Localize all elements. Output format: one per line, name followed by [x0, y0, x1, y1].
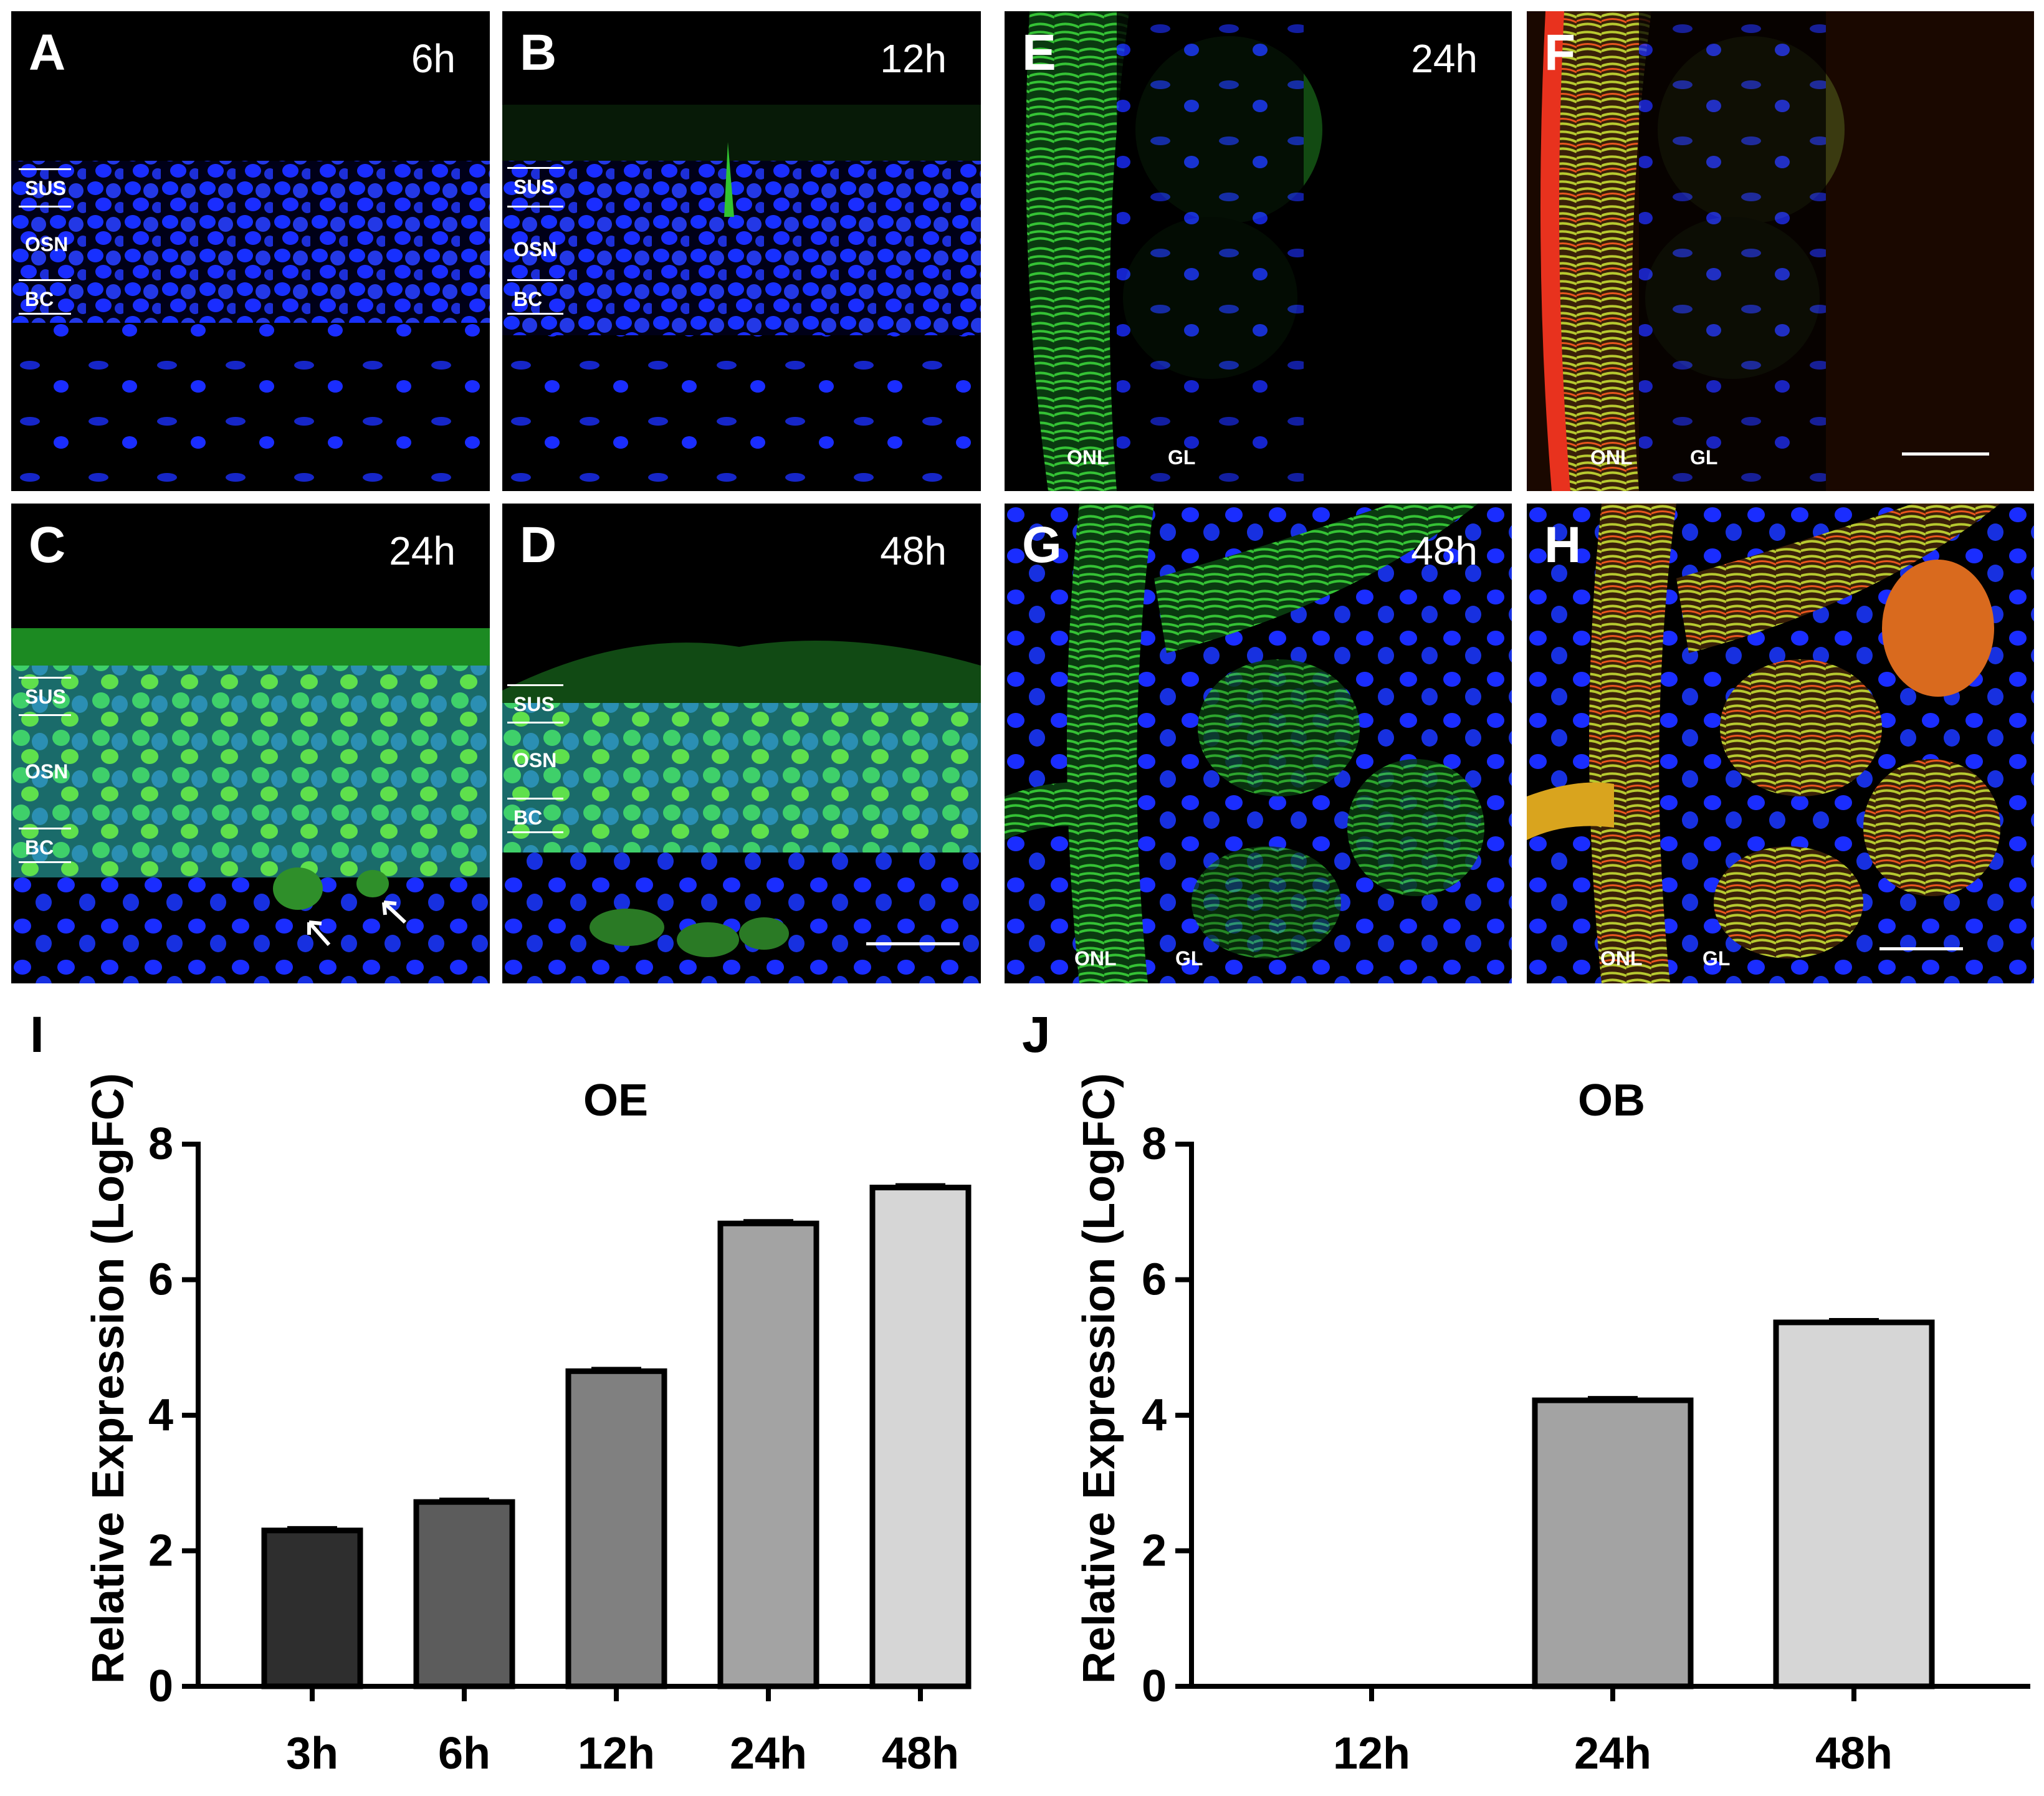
x-tick-label: 48h — [1815, 1729, 1893, 1779]
layer-divider — [19, 313, 71, 315]
bar-chart-ob: J OB Relative Expression (LogFC) 0 2 4 6 8 1… — [1022, 1006, 2030, 1779]
panel-letter-j: J — [1022, 1006, 1051, 1063]
y-tick-label: 6 — [148, 1255, 173, 1305]
bar — [565, 1368, 667, 1689]
x-tick-labels: 3h 6h 12h 24h 48h — [286, 1686, 959, 1779]
layer-divider — [19, 206, 71, 208]
time-label: 12h — [880, 36, 947, 81]
layer-label-sus: SUS — [513, 176, 555, 198]
bars — [261, 1183, 972, 1689]
bar — [717, 1220, 819, 1689]
region-label-onl: ONL — [1590, 446, 1633, 469]
y-tick-label: 8 — [148, 1119, 173, 1169]
x-tick-label: 3h — [286, 1729, 338, 1779]
layer-divider — [507, 831, 563, 833]
layer-divider — [507, 798, 563, 800]
layer-label-osn: OSN — [513, 238, 557, 260]
micrograph-panel-a: A 6h SUS OSN BC — [11, 11, 490, 491]
region-label-gl: GL — [1168, 446, 1196, 469]
x-tick-label: 12h — [1333, 1729, 1410, 1779]
region-label-onl: ONL — [1067, 446, 1109, 469]
bar-chart-oe: I OE Relative Expression (LogFC) 0 2 4 6 8 3… — [30, 1006, 972, 1779]
micrograph-panel-f: F ONL GL — [1527, 11, 2034, 491]
layer-divider — [507, 722, 563, 724]
layer-label-sus: SUS — [25, 685, 66, 708]
panel-letter-i: I — [30, 1006, 44, 1063]
region-label-gl: GL — [1175, 947, 1203, 970]
time-label: 24h — [1411, 36, 1478, 81]
micrograph-panel-h: H ONL GL — [1527, 504, 2034, 983]
bar — [261, 1527, 363, 1689]
bar — [1532, 1397, 1694, 1689]
layer-divider — [19, 677, 71, 679]
y-tick-label: 2 — [148, 1526, 173, 1576]
layer-divider — [507, 313, 563, 315]
time-label: 6h — [411, 36, 456, 81]
x-tick-label: 6h — [438, 1729, 490, 1779]
panel-letter: C — [29, 517, 66, 573]
bar — [869, 1185, 972, 1689]
y-tick-label: 4 — [148, 1390, 173, 1440]
region-label-gl: GL — [1690, 446, 1718, 469]
layer-divider — [507, 684, 563, 686]
panel-letter: D — [520, 517, 557, 573]
layer-label-osn: OSN — [513, 749, 557, 771]
micrograph-panel-g: G 48h ONL GL — [1005, 504, 1512, 983]
bars — [1532, 1318, 1935, 1689]
layer-label-osn: OSN — [25, 760, 69, 783]
micrograph-panel-c: C 24h SUS OSN BC — [11, 504, 490, 983]
x-tick-label: 48h — [882, 1729, 959, 1779]
y-tick-label: 2 — [1142, 1526, 1167, 1576]
layer-label-bc: BC — [25, 288, 54, 310]
x-tick-label: 12h — [578, 1729, 655, 1779]
layer-label-bc: BC — [25, 836, 54, 859]
y-tick-label: 0 — [1142, 1661, 1167, 1711]
panel-letter: G — [1022, 517, 1062, 573]
y-axis-label: Relative Expression (LogFC) — [84, 1073, 133, 1684]
time-label: 48h — [1411, 528, 1478, 573]
layer-divider — [507, 279, 563, 281]
y-ticks: 0 2 4 6 8 — [1142, 1119, 1192, 1711]
layer-label-osn: OSN — [25, 233, 69, 256]
y-axis-label: Relative Expression (LogFC) — [1074, 1073, 1124, 1684]
layer-divider — [507, 167, 563, 169]
x-tick-label: 24h — [1574, 1729, 1651, 1779]
time-label: 24h — [389, 528, 456, 573]
bar — [1773, 1319, 1935, 1689]
region-label-gl: GL — [1703, 947, 1731, 970]
layer-divider — [507, 206, 563, 208]
layer-divider — [19, 279, 71, 281]
y-tick-label: 8 — [1142, 1119, 1167, 1169]
micrograph-panel-e: E 24h ONL GL — [1005, 11, 1512, 491]
y-tick-label: 6 — [1142, 1255, 1167, 1305]
region-label-onl: ONL — [1600, 947, 1643, 970]
x-tick-labels: 12h 24h 48h — [1333, 1686, 1893, 1779]
micrograph-panel-d: D 48h SUS OSN BC — [502, 504, 981, 983]
layer-label-bc: BC — [513, 288, 543, 310]
panel-letter: B — [520, 24, 557, 81]
panel-letter: H — [1544, 517, 1582, 573]
micrograph-panel-b: B 12h SUS OSN BC — [502, 11, 981, 491]
panel-letter: E — [1022, 24, 1056, 81]
y-tick-label: 0 — [148, 1661, 173, 1711]
layer-divider — [19, 168, 71, 170]
layer-divider — [19, 714, 71, 716]
panel-letter: F — [1544, 24, 1576, 81]
layer-label-sus: SUS — [513, 693, 555, 715]
chart-title: OE — [583, 1076, 648, 1125]
chart-title: OB — [1578, 1076, 1645, 1125]
layer-label-sus: SUS — [25, 177, 66, 199]
layer-divider — [19, 861, 71, 863]
time-label: 48h — [880, 528, 947, 573]
layer-divider — [19, 828, 71, 829]
panel-letter: A — [29, 24, 66, 81]
y-tick-label: 4 — [1142, 1390, 1167, 1440]
y-ticks: 0 2 4 6 8 — [148, 1119, 198, 1711]
bar — [413, 1499, 515, 1689]
x-tick-label: 24h — [730, 1729, 807, 1779]
layer-label-bc: BC — [513, 806, 543, 829]
region-label-onl: ONL — [1074, 947, 1117, 970]
